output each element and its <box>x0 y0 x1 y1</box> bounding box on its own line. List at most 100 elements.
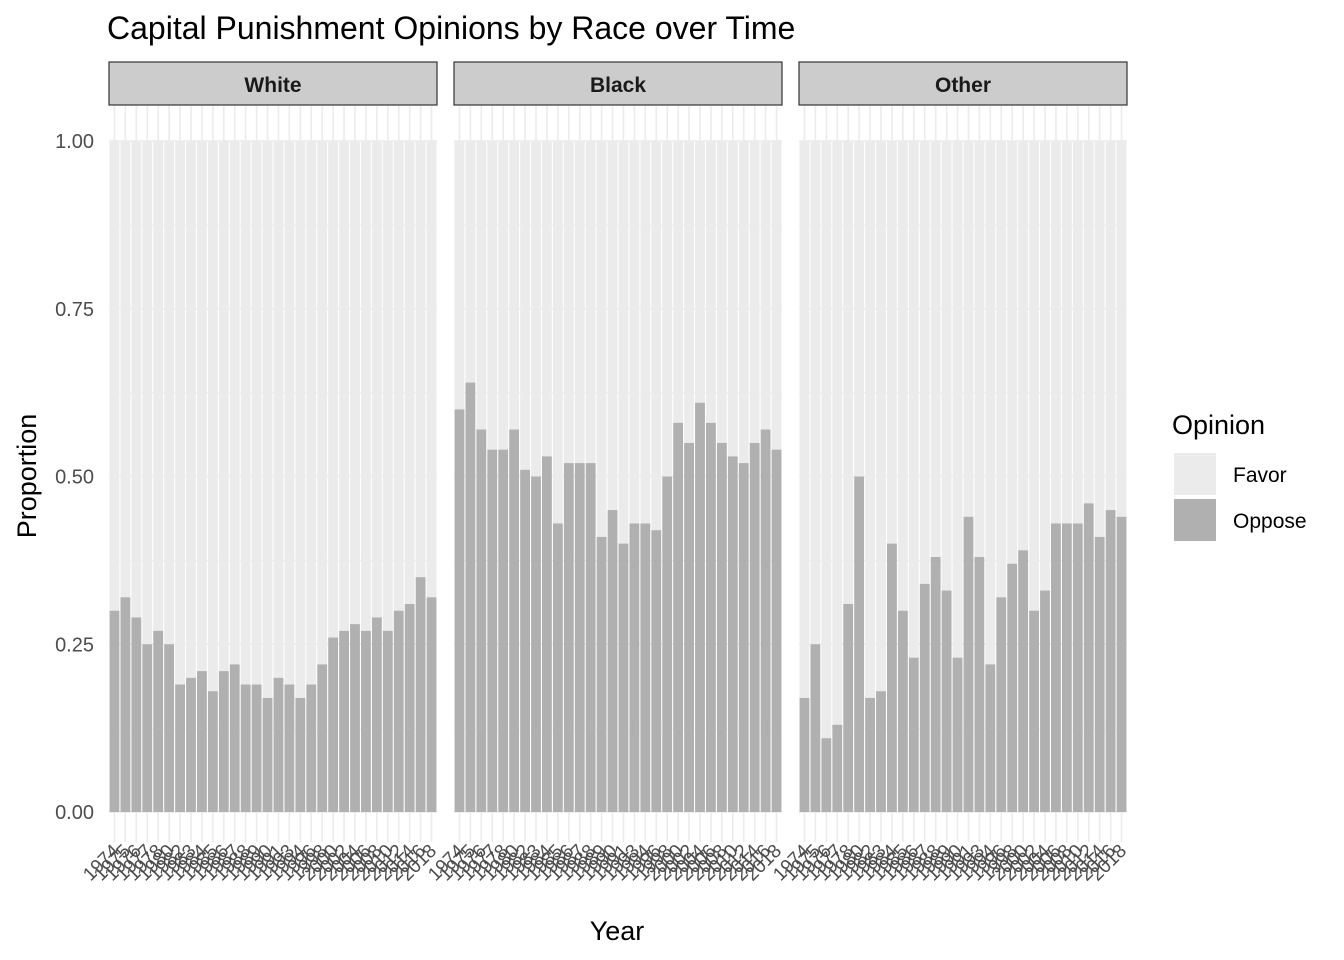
bar-oppose <box>887 543 897 812</box>
bar-favor <box>662 141 673 477</box>
bar-favor <box>1029 141 1039 611</box>
bar-favor <box>153 141 164 631</box>
bar-favor <box>542 141 552 457</box>
bar-oppose <box>542 456 552 812</box>
bar-oppose <box>153 630 164 812</box>
bar-favor <box>131 141 142 618</box>
bar-oppose <box>684 442 694 812</box>
bar-oppose <box>706 422 716 812</box>
bar-favor <box>996 141 1007 598</box>
bar-favor <box>371 141 382 618</box>
bar-favor <box>865 141 875 698</box>
bar-favor <box>1061 141 1072 524</box>
bar-oppose <box>454 409 465 812</box>
bar-favor <box>262 141 273 698</box>
bar-favor <box>186 141 196 678</box>
bar-favor <box>716 141 727 443</box>
y-tick-label: 0.25 <box>55 634 94 656</box>
facet-strip <box>108 61 438 106</box>
bar-oppose <box>930 557 941 812</box>
y-axis-title: Proportion <box>12 414 42 539</box>
bar-favor <box>1040 141 1050 591</box>
bar-oppose <box>164 644 175 812</box>
bar-oppose <box>404 603 415 812</box>
facet-strip-label: Other <box>935 74 991 97</box>
bar-oppose <box>465 382 476 812</box>
bar-favor <box>487 141 498 450</box>
bar-oppose <box>131 617 142 812</box>
bar-oppose <box>1105 510 1116 812</box>
bar-favor <box>1018 141 1029 551</box>
bar-oppose <box>832 724 843 812</box>
bar-favor <box>295 141 306 698</box>
bar-favor <box>207 141 218 692</box>
bar-favor <box>799 141 810 698</box>
bar-favor <box>908 141 919 658</box>
bar-favor <box>974 141 985 558</box>
bar-favor <box>552 141 563 524</box>
bar-oppose <box>640 523 651 812</box>
bar-favor <box>109 141 120 611</box>
bar-oppose <box>716 442 727 812</box>
bar-oppose <box>552 523 563 812</box>
bar-favor <box>821 141 832 739</box>
bar-favor <box>843 141 854 604</box>
bar-oppose <box>350 624 360 812</box>
bar-oppose <box>186 677 196 812</box>
bar-favor <box>306 141 317 685</box>
bar-favor <box>1116 141 1127 517</box>
bar-favor <box>854 141 865 477</box>
bar-oppose <box>908 657 919 812</box>
bar-oppose <box>218 671 229 812</box>
bar-oppose <box>799 697 810 812</box>
bar-oppose <box>426 597 437 812</box>
bar-oppose <box>574 463 585 812</box>
bar-favor <box>876 141 886 692</box>
bar-oppose <box>662 476 673 812</box>
bar-favor <box>607 141 618 511</box>
bar-oppose <box>509 429 520 812</box>
bar-favor <box>727 141 738 457</box>
bar-oppose <box>229 664 240 812</box>
bar-favor <box>706 141 716 423</box>
bar-favor <box>930 141 941 558</box>
bar-favor <box>897 141 908 611</box>
bar-oppose <box>854 476 865 812</box>
panels: White19741975197619771978198019821983198… <box>79 61 1131 885</box>
panel-other: Other19741975197619771978198019821983198… <box>769 61 1131 885</box>
bar-favor <box>328 141 339 638</box>
bar-favor <box>585 141 596 464</box>
bar-oppose <box>207 691 218 812</box>
bar-oppose <box>952 657 963 812</box>
bar-oppose <box>273 677 284 812</box>
bar-oppose <box>563 463 574 812</box>
bar-oppose <box>651 530 662 812</box>
bar-oppose <box>317 664 328 812</box>
bar-oppose <box>520 469 530 812</box>
bar-favor <box>1007 141 1018 564</box>
legend-key-oppose <box>1174 499 1216 541</box>
bar-favor <box>284 141 295 685</box>
bar-favor <box>531 141 541 477</box>
legend-key-favor <box>1174 453 1216 495</box>
bar-favor <box>415 141 426 578</box>
y-axis: 0.00 0.25 0.50 0.75 1.00 <box>55 131 94 824</box>
bar-favor <box>1105 141 1116 511</box>
bar-oppose <box>618 543 629 812</box>
bar-oppose <box>810 644 821 812</box>
legend-title: Opinion <box>1172 410 1265 440</box>
bar-favor <box>426 141 437 598</box>
bar-oppose <box>673 422 684 812</box>
bar-favor <box>629 141 640 524</box>
bar-favor <box>887 141 897 544</box>
bar-favor <box>339 141 349 631</box>
bar-oppose <box>876 691 886 812</box>
bar-oppose <box>339 630 349 812</box>
bar-favor <box>197 141 207 672</box>
bar-oppose <box>498 449 509 812</box>
bar-favor <box>175 141 185 685</box>
bar-oppose <box>963 516 974 812</box>
bar-oppose <box>1116 516 1127 812</box>
bar-oppose <box>262 697 273 812</box>
bar-favor <box>749 141 760 443</box>
